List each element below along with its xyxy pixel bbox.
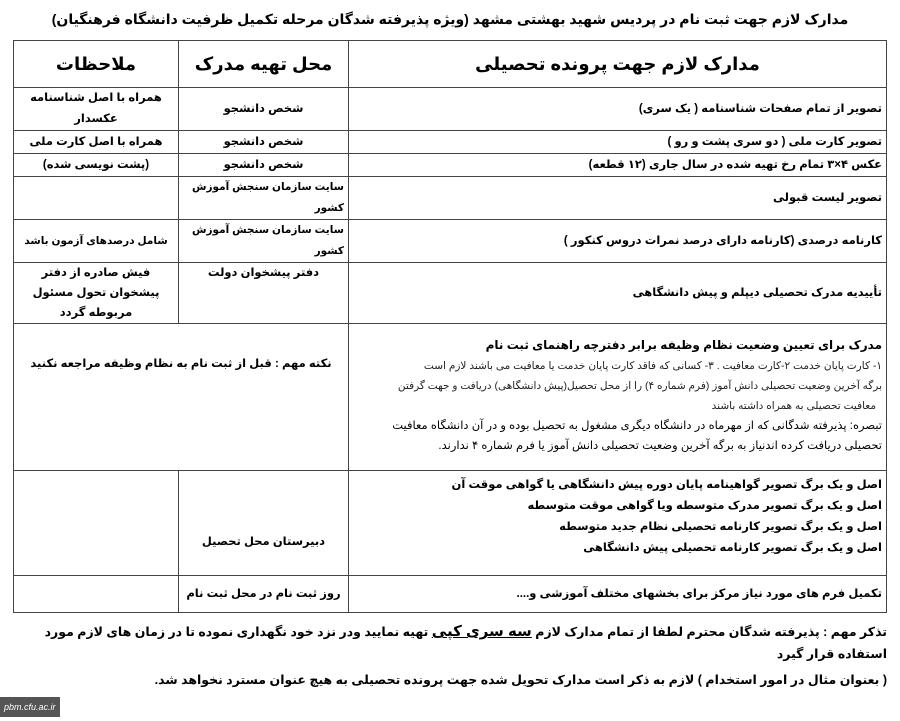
source-cell: شخص دانشجو	[178, 130, 349, 154]
originals-source: دبیرستان محل تحصیل	[178, 470, 349, 576]
source-cell: شخص دانشجو	[178, 153, 349, 177]
source-cell: سایت سازمان سنجش آموزش کشور	[178, 219, 349, 263]
military-line-1: ۱- کارت پایان خدمت ۲-کارت معافیت . ۳- کس…	[423, 360, 882, 372]
note-cell	[13, 176, 179, 220]
military-important-note: نکته مهم : قبل از ثبت نام به نظام وظیفه …	[13, 323, 349, 471]
forms-doc: تکمیل فرم های مورد نیاز مرکز برای بخشهای…	[348, 575, 887, 613]
note-cell: همراه با اصل شناسنامه عکسدار	[13, 87, 179, 131]
table-row: تصویر از تمام صفحات شناسنامه ( یک سری) ش…	[13, 87, 887, 131]
footer-text: تذکر مهم : پذیرفته شدگان محترم لطفا از ت…	[531, 625, 887, 639]
table-row: عکس ۴×۳ تمام رخ تهیه شده در سال جاری (۱۲…	[13, 153, 887, 177]
originals-note	[13, 470, 179, 576]
header-documents: مدارک لازم جهت پرونده تحصیلی	[348, 40, 887, 88]
table-row: تصویر لیست قبولی سایت سازمان سنجش آموزش …	[13, 176, 887, 220]
doc-cell: عکس ۴×۳ تمام رخ تهیه شده در سال جاری (۱۲…	[348, 153, 887, 177]
table-row: کارنامه درصدی (کارنامه دارای درصد نمرات …	[13, 219, 887, 263]
original-item: اصل و یک برگ تصویر مدرک متوسطه ویا گواهی…	[527, 500, 882, 512]
source-cell: شخص دانشجو	[178, 87, 349, 131]
note-cell: همراه با اصل کارت ملی	[13, 130, 179, 154]
footer-emphasis: سه سری کپی	[431, 623, 532, 640]
source-cell: دفتر پیشخوان دولت	[178, 262, 349, 324]
note-cell: (پشت نویسی شده)	[13, 153, 179, 177]
original-item: اصل و یک برگ تصویر کارنامه تحصیلی پیش دا…	[583, 542, 882, 554]
header-notes: ملاحظات	[13, 40, 179, 88]
doc-cell: تصویر کارت ملی ( دو سری پشت و رو )	[348, 130, 887, 154]
military-heading: مدرک برای تعیین وضعیت نظام وظیفه برابر د…	[485, 338, 882, 352]
doc-cell: تأییدیه مدرک تحصیلی دیپلم و پیش دانشگاهی	[348, 262, 887, 324]
forms-row: تکمیل فرم های مورد نیاز مرکز برای بخشهای…	[13, 575, 887, 613]
doc-cell: تصویر لیست قبولی	[348, 176, 887, 220]
note-cell: شامل درصدهای آزمون باشد	[13, 219, 179, 263]
doc-cell: کارنامه درصدی (کارنامه دارای درصد نمرات …	[348, 219, 887, 263]
doc-cell: تصویر از تمام صفحات شناسنامه ( یک سری)	[348, 87, 887, 131]
military-row: مدرک برای تعیین وضعیت نظام وظیفه برابر د…	[13, 323, 887, 471]
original-item: اصل و یک برگ تصویر گواهینامه پایان دوره …	[451, 479, 882, 491]
forms-source: روز ثبت نام در محل ثبت نام	[178, 575, 349, 613]
page-title: مدارک لازم جهت ثبت نام در پردیس شهید بهش…	[51, 11, 849, 27]
forms-note	[13, 575, 179, 613]
originals-row: اصل و یک برگ تصویر گواهینامه پایان دوره …	[13, 470, 887, 576]
source-cell: سایت سازمان سنجش آموزش کشور	[178, 176, 349, 220]
footer-line-2: ( بعنوان مثال در امور استخدام ) لازم به …	[154, 673, 887, 687]
watermark: pbm.cfu.ac.ir	[0, 697, 60, 717]
table-row: تصویر کارت ملی ( دو سری پشت و رو ) شخص د…	[13, 130, 887, 154]
military-line-2: برگه آخرین وضعیت تحصیلی دانش آموز (فرم ش…	[397, 380, 882, 392]
documents-table: مدارک لازم جهت پرونده تحصیلی محل تهیه مد…	[13, 40, 887, 613]
table-row: تأییدیه مدرک تحصیلی دیپلم و پیش دانشگاهی…	[13, 262, 887, 324]
military-line-3: معافیت تحصیلی به همراه داشته باشند	[711, 400, 876, 412]
note-cell: فیش صادره از دفتر پیشخوان تحول مسئول مرب…	[13, 262, 179, 324]
table-header: مدارک لازم جهت پرونده تحصیلی محل تهیه مد…	[13, 40, 887, 88]
header-source: محل تهیه مدرک	[178, 40, 349, 88]
military-note: تبصره: پذیرفته شدگانی که از مهرماه در دا…	[392, 420, 882, 452]
original-item: اصل و یک برگ تصویر کارنامه تحصیلی نظام ج…	[559, 521, 882, 533]
